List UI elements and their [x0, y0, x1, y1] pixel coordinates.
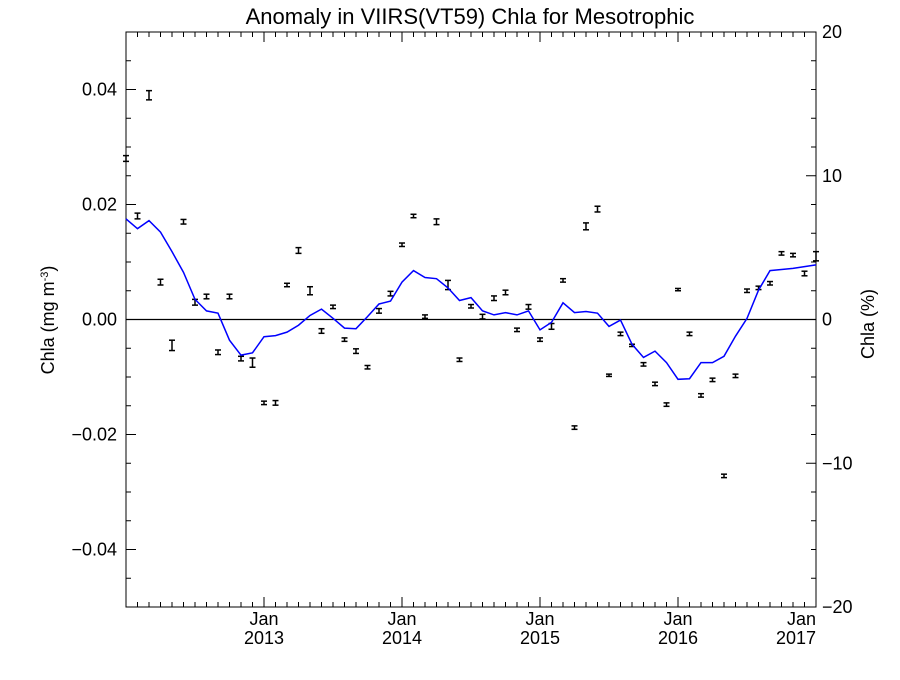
x-tick-label-year: 2016 — [658, 628, 698, 648]
x-tick-label-year: 2015 — [520, 628, 560, 648]
x-tick-label-year: 2013 — [244, 628, 284, 648]
y-right-tick-label: −20 — [822, 597, 853, 617]
x-tick-label-year: 2014 — [382, 628, 422, 648]
y-right-tick-label: −10 — [822, 453, 853, 473]
x-tick-label-month: Jan — [525, 609, 554, 629]
left-y-label-superscript: -3 — [39, 272, 51, 282]
x-tick-label-month: Jan — [663, 609, 692, 629]
x-tick-label-month: Jan — [387, 609, 416, 629]
minor-ticks — [126, 32, 816, 607]
left-y-label-close: ) — [38, 266, 58, 272]
left-y-label: Chla (mg m-3) — [38, 266, 58, 375]
x-tick-label-month: Jan — [787, 609, 816, 629]
error-bar-series — [123, 89, 819, 479]
chart-title: Anomaly in VIIRS(VT59) Chla for Mesotrop… — [246, 4, 695, 29]
left-y-label-main: Chla (mg m — [38, 281, 58, 374]
y-right-tick-label: 10 — [822, 166, 842, 186]
smoothed-line-series — [125, 218, 817, 381]
left-y-axis: 0.04 0.02 0.00 −0.02 −0.04 — [71, 80, 136, 560]
y-right-tick-label: 20 — [822, 22, 842, 42]
x-tick-label-month: Jan — [249, 609, 278, 629]
y-left-tick-label: 0.00 — [82, 310, 117, 330]
x-tick-label-year: 2017 — [776, 628, 816, 648]
right-y-label: Chla (%) — [858, 289, 878, 359]
y-left-tick-label: −0.04 — [71, 540, 117, 560]
y-left-tick-label: 0.04 — [82, 80, 117, 100]
y-right-tick-label: 0 — [822, 310, 832, 330]
y-left-tick-label: 0.02 — [82, 195, 117, 215]
y-left-tick-label: −0.02 — [71, 425, 117, 445]
right-y-axis: 20 10 0 −10 −20 — [806, 22, 853, 617]
